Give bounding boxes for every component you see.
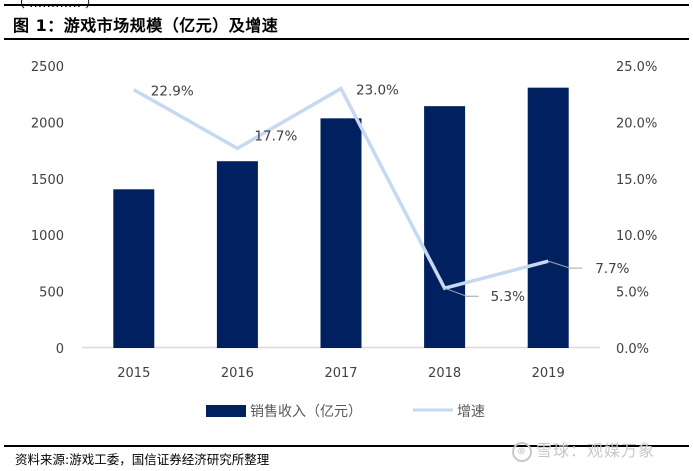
left-axis-tick-label: 2500 <box>31 60 64 75</box>
bar <box>113 189 155 348</box>
bar <box>424 106 466 348</box>
growth-data-label: 7.7% <box>595 261 629 277</box>
right-axis-ticks: 0.0% 5.0% 10.0% 15.0% 20.0% 25.0% <box>616 60 657 357</box>
footer-rule <box>4 445 689 447</box>
legend-label-bar: 销售收入（亿元） <box>250 404 362 420</box>
bars <box>113 87 569 349</box>
x-axis-tick-label: 2015 <box>117 366 150 381</box>
legend-label-line: 增速 <box>457 404 485 420</box>
x-axis-tick-label: 2019 <box>532 366 565 381</box>
right-axis-tick-label: 25.0% <box>616 60 657 75</box>
x-axis-tick-label: 2017 <box>324 366 357 381</box>
xueqiu-logo-icon: ⊗ <box>512 441 532 462</box>
growth-data-label: 5.3% <box>491 289 525 305</box>
growth-data-label: 17.7% <box>254 128 297 144</box>
growth-data-label: 22.9% <box>151 84 194 100</box>
left-axis-tick-label: 1000 <box>31 229 64 244</box>
x-axis-tick-label: 2018 <box>428 366 461 381</box>
right-axis-tick-label: 20.0% <box>616 116 657 131</box>
top-rule <box>4 4 689 6</box>
x-axis-tick-label: 2016 <box>221 366 254 381</box>
right-axis-tick-label: 15.0% <box>616 173 657 188</box>
watermark: ⊗ 雪球：观媒万象 <box>512 437 655 462</box>
watermark-text: 雪球：观媒万象 <box>536 441 656 460</box>
source-note: 资料来源:游戏工委，国信证券经济研究所整理 <box>15 452 270 467</box>
left-axis-tick-label: 500 <box>39 286 64 301</box>
legend: 销售收入（亿元） 增速 <box>206 404 485 420</box>
left-axis-tick-label: 2000 <box>31 116 64 131</box>
left-axis-tick-label: 1500 <box>31 173 64 188</box>
right-axis-tick-label: 0.0% <box>616 342 649 357</box>
x-axis-ticks: 2015 2016 2017 2018 2019 <box>117 366 564 381</box>
data-labels: 22.9% 17.7% 23.0% 5.3% 7.7% <box>151 83 630 306</box>
bar <box>216 161 258 348</box>
right-axis-tick-label: 5.0% <box>616 286 649 301</box>
title-rule <box>4 38 689 40</box>
legend-swatch-bar <box>206 405 246 417</box>
right-axis-tick-label: 10.0% <box>616 229 657 244</box>
left-axis-tick-label: 0 <box>56 342 64 357</box>
bar <box>320 118 362 348</box>
figure-title: 图 1：游戏市场规模（亿元）及增速 <box>13 16 279 35</box>
leader-line <box>444 287 479 297</box>
left-axis-ticks: 0 500 1000 1500 2000 2500 <box>31 60 64 357</box>
bar <box>527 87 569 349</box>
leader-line <box>548 260 583 269</box>
growth-data-label: 23.0% <box>356 83 399 99</box>
